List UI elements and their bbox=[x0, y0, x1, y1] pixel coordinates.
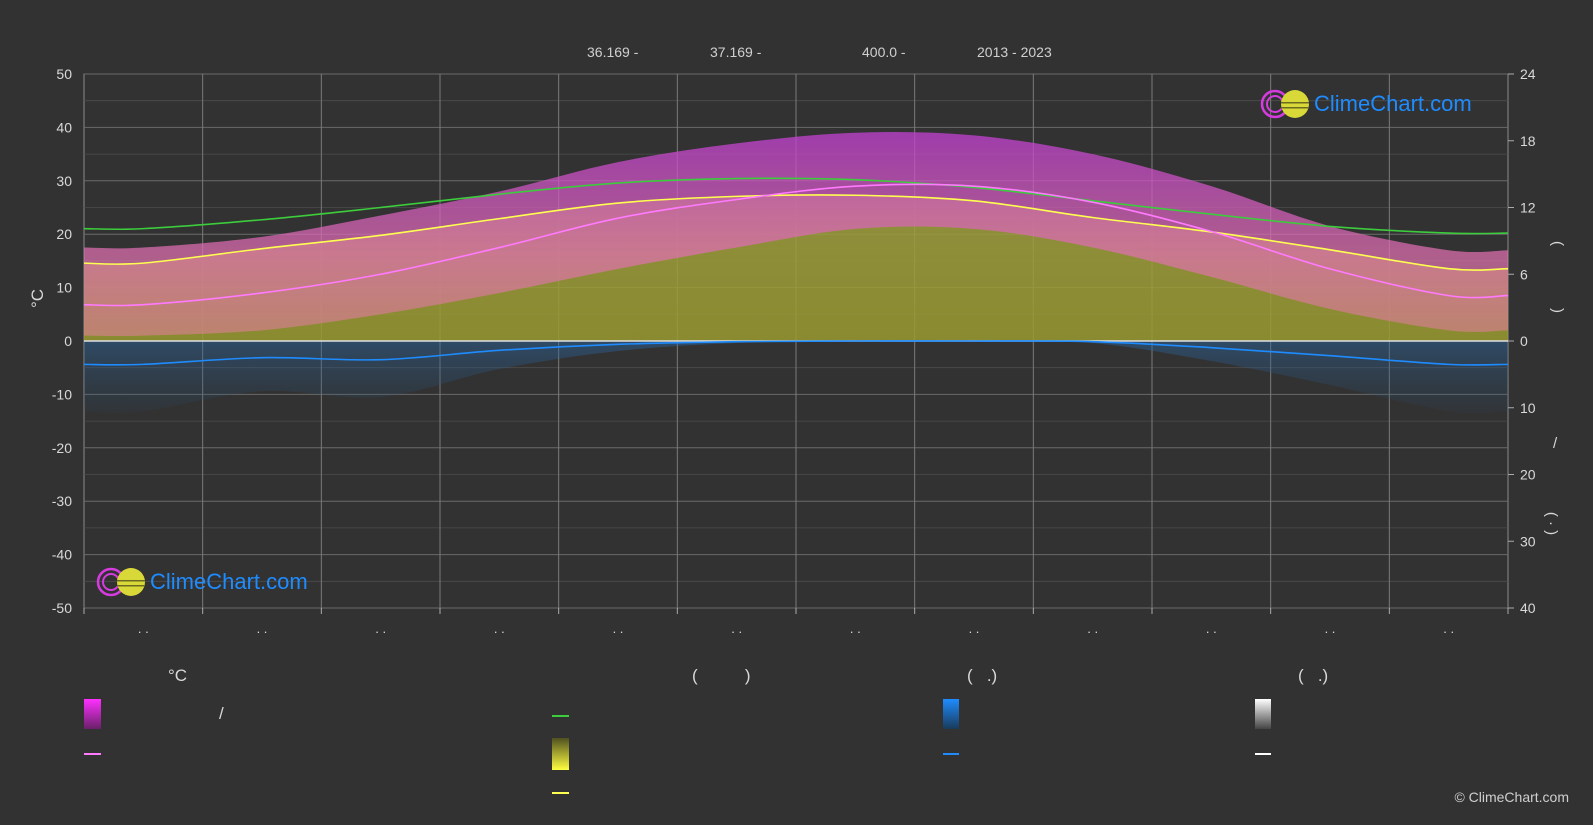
right-bottom-tick-label: 30 bbox=[1520, 533, 1536, 549]
precipitation-area bbox=[84, 340, 1508, 414]
precipitation-line bbox=[84, 340, 1508, 366]
right-bottom-tick-label: 40 bbox=[1520, 600, 1536, 616]
month-tick-label: . . bbox=[375, 621, 386, 636]
right-axis-label-open: ( bbox=[1549, 241, 1566, 246]
month-tick-label: . . bbox=[731, 621, 742, 636]
climechart-logo-icon bbox=[1260, 89, 1309, 119]
legend-temperature-title: °C bbox=[168, 666, 188, 685]
right-bottom-tick-label: 20 bbox=[1520, 467, 1536, 483]
daylight-line bbox=[84, 177, 1508, 235]
left-tick-label: -50 bbox=[52, 600, 72, 616]
data-lines bbox=[84, 177, 1508, 366]
legend-rain-title: ( .) bbox=[967, 666, 998, 685]
climechart-logo-icon bbox=[96, 567, 145, 597]
left-tick-label: -40 bbox=[52, 547, 72, 563]
right-top-tick-label: 18 bbox=[1520, 133, 1536, 149]
legend-rain-swatch bbox=[943, 699, 959, 729]
month-tick-label: . . bbox=[1325, 621, 1336, 636]
left-tick-label: 40 bbox=[56, 119, 72, 135]
month-tick-label: . . bbox=[850, 621, 861, 636]
month-tick-label: . . bbox=[257, 621, 268, 636]
right-top-tick-label: 0 bbox=[1520, 333, 1528, 349]
left-tick-label: 30 bbox=[56, 173, 72, 189]
left-tick-label: -10 bbox=[52, 386, 72, 402]
header-elevation: 400.0 - bbox=[862, 44, 906, 60]
header-latitude: 36.169 - bbox=[587, 44, 639, 60]
sunshine-line bbox=[84, 194, 1508, 271]
watermark-bottom: ClimeChart.com bbox=[96, 565, 356, 599]
right-bottom-tick-label: 10 bbox=[1520, 400, 1536, 416]
left-axis-label: °C bbox=[28, 288, 47, 308]
watermark-top: ClimeChart.com bbox=[1260, 87, 1520, 121]
legend-temperature-slash: / bbox=[219, 704, 224, 723]
axes: 50 40 30 20 10 0 -10 -20 -30 -40 -50 24 18 12 6 0 10 20 30… bbox=[52, 66, 1536, 636]
header-years: 2013 - 2023 bbox=[977, 44, 1052, 60]
month-tick-label: . . bbox=[969, 621, 980, 636]
month-tick-label: . . bbox=[1443, 621, 1454, 636]
legend-snow-swatch bbox=[1255, 699, 1271, 729]
month-tick-label: . . bbox=[1206, 621, 1217, 636]
left-tick-label: 10 bbox=[56, 280, 72, 296]
right-top-tick-label: 24 bbox=[1520, 66, 1536, 82]
temperature-range-band bbox=[84, 132, 1508, 337]
avg-temperature-line bbox=[84, 183, 1508, 307]
header-longitude: 37.169 - bbox=[710, 44, 762, 60]
legend-sunshine-swatch bbox=[552, 738, 569, 770]
right-axis-label-close: ) bbox=[1549, 308, 1566, 313]
legend-swatches bbox=[84, 699, 1271, 794]
month-tick-label: . . bbox=[613, 621, 624, 636]
month-tick-label: . . bbox=[1087, 621, 1098, 636]
legend-snow-title: ( .) bbox=[1298, 666, 1329, 685]
data-areas bbox=[84, 132, 1508, 414]
right-axis-label-slash: / bbox=[1553, 435, 1558, 452]
left-tick-label: -30 bbox=[52, 493, 72, 509]
legend-temp-range-swatch bbox=[84, 699, 101, 729]
left-tick-label: 50 bbox=[56, 66, 72, 82]
right-axis-label-unit: ( · ) bbox=[1543, 511, 1561, 536]
right-top-tick-label: 6 bbox=[1520, 266, 1528, 282]
watermark-text: ClimeChart.com bbox=[1314, 91, 1472, 116]
copyright: © ClimeChart.com bbox=[1454, 789, 1569, 805]
month-tick-label: . . bbox=[138, 621, 149, 636]
left-tick-label: 20 bbox=[56, 226, 72, 242]
left-tick-label: -20 bbox=[52, 440, 72, 456]
month-tick-label: . . bbox=[494, 621, 505, 636]
watermark-text: ClimeChart.com bbox=[150, 569, 308, 594]
left-tick-label: 0 bbox=[64, 333, 72, 349]
right-top-tick-label: 12 bbox=[1520, 200, 1536, 216]
legend-sunshine-title: ( ) bbox=[692, 666, 751, 685]
